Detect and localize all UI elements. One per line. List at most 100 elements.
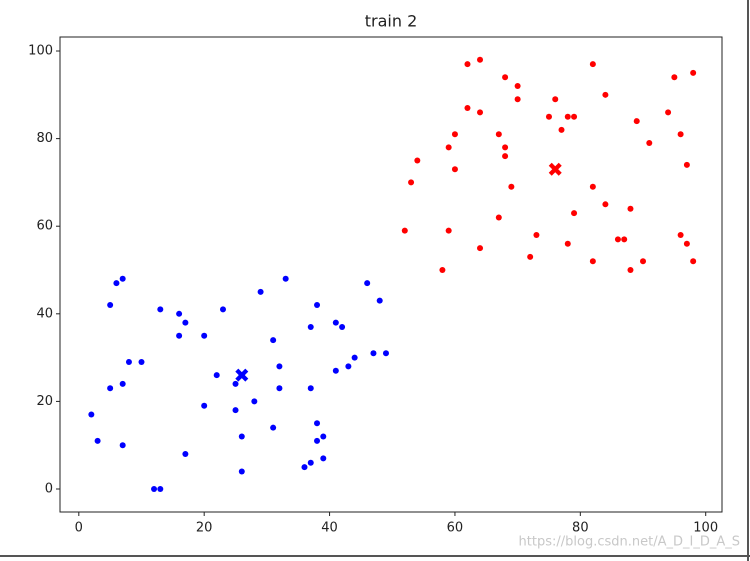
scatter-point [602,201,609,208]
x-tick-label: 20 [196,521,213,536]
scatter-point [301,464,308,471]
scatter-point [514,96,521,103]
scatter-point [571,113,578,120]
scatter-point [376,297,383,304]
y-tick-label: 20 [36,394,53,409]
scatter-point [677,231,684,238]
scatter-point [640,258,647,265]
scatter-point [238,433,245,440]
scatter-point [307,459,314,466]
plot-frame [59,36,723,513]
scatter-point [683,161,690,168]
scatter-point [545,113,552,120]
scatter-point [157,486,164,493]
y-tick-label: 60 [36,219,53,234]
scatter-point [477,56,484,63]
x-tick-label: 80 [572,521,589,536]
scatter-point [621,236,628,243]
scatter-point [589,258,596,265]
x-tick-label: 60 [447,521,464,536]
centroid-marker [548,162,562,176]
scatter-point [464,61,471,68]
scatter-point [502,74,509,81]
scatter-point [364,280,371,287]
scatter-point [477,245,484,252]
watermark: https://blog.csdn.net/A_D_I_D_A_S [519,535,740,550]
scatter-point [314,437,321,444]
scatter-point [119,442,126,449]
scatter-point [332,319,339,326]
scatter-point [589,183,596,190]
scatter-point [690,258,697,265]
scatter-point [683,240,690,247]
scatter-point [665,109,672,116]
scatter-point [401,227,408,234]
scatter-point [320,455,327,462]
scatter-point [564,240,571,247]
scatter-point [282,275,289,282]
scatter-point [445,227,452,234]
scatter-point [627,205,634,212]
scatter-point [439,267,446,274]
scatter-point [320,433,327,440]
scatter-point [351,354,358,361]
scatter-point [602,91,609,98]
scatter-point [495,214,502,221]
scatter-point [107,385,114,392]
scatter-point [176,310,183,317]
scatter-point [414,157,421,164]
centroid-marker [235,368,249,382]
scatter-point [238,468,245,475]
y-tick-label: 40 [36,306,53,321]
scatter-point [633,118,640,125]
scatter-point [151,486,158,493]
y-tick-label: 100 [28,44,53,59]
scatter-point [502,144,509,151]
scatter-point [533,231,540,238]
scatter-point [477,109,484,116]
scatter-point [307,323,314,330]
scatter-point [332,367,339,374]
scatter-point [677,131,684,138]
scatter-point [201,402,208,409]
scatter-point [671,74,678,81]
scatter-point [113,280,120,287]
scatter-point [119,380,126,387]
scatter-point [176,332,183,339]
scatter-point [646,139,653,146]
x-tick-label: 40 [321,521,338,536]
scatter-point [314,302,321,309]
scatter-point [527,253,534,260]
scatter-point [345,363,352,370]
scatter-point [370,350,377,357]
scatter-point [276,363,283,370]
scatter-point [451,166,458,173]
y-tick-label: 80 [36,131,53,146]
scatter-point [614,236,621,243]
scatter-point [307,385,314,392]
scatter-point [182,450,189,457]
scatter-point [408,179,415,186]
scatter-point [514,83,521,90]
scatter-point [125,358,132,365]
scatter-point [502,153,509,160]
scatter-point [232,380,239,387]
scatter-point [508,183,515,190]
scatter-point [382,350,389,357]
scatter-point [138,358,145,365]
y-tick-label: 0 [45,482,53,497]
scatter-point [201,332,208,339]
x-tick-label: 0 [75,521,83,536]
scatter-point [552,96,559,103]
scatter-point [571,210,578,217]
scatter-point [251,398,258,405]
scatter-point [445,144,452,151]
scatter-point [627,267,634,274]
scatter-point [451,131,458,138]
scatter-point [232,407,239,414]
scatter-point [276,385,283,392]
scatter-point [182,319,189,326]
scatter-point [564,113,571,120]
